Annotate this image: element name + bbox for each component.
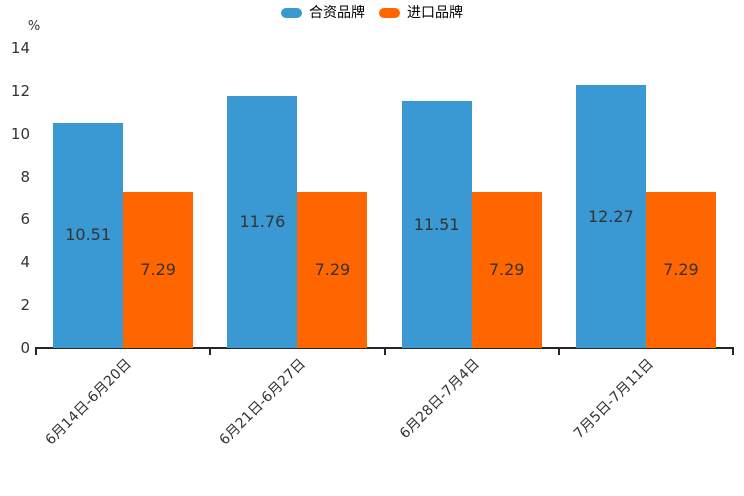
bar-value-label: 7.29 (314, 259, 351, 279)
bar[interactable] (297, 191, 368, 348)
legend-item[interactable]: 进口品牌 (379, 4, 463, 22)
legend: 合资品牌 进口品牌 (0, 4, 744, 22)
y-tick-label: 14 (10, 39, 30, 57)
y-tick-label: 0 (20, 339, 30, 357)
bar[interactable] (645, 191, 716, 348)
bar[interactable] (471, 191, 542, 348)
y-tick-label: 8 (20, 167, 30, 186)
x-tick-mark (732, 347, 734, 355)
x-tick-label: 6月21日-6月27日 (216, 356, 309, 449)
y-tick-label: 4 (20, 253, 30, 272)
bar-value-label: 7.29 (140, 259, 176, 279)
x-tick-mark (383, 347, 386, 355)
y-tick-label: 6 (20, 210, 30, 229)
bar-value-label: 12.27 (587, 206, 634, 226)
bar-value-label: 11.76 (239, 212, 286, 231)
x-tick-label: 6月14日-6月20日 (42, 356, 135, 449)
x-tick-mark (209, 347, 212, 355)
y-axis-unit-label: % (27, 19, 41, 34)
bar-value-label: 7.29 (663, 259, 699, 279)
x-tick-mark (35, 347, 37, 355)
bar[interactable] (575, 85, 646, 348)
bar-value-label: 7.29 (488, 259, 525, 279)
legend-label: 进口品牌 (407, 5, 463, 21)
legend-item[interactable]: 合资品牌 (281, 4, 365, 22)
bar[interactable] (53, 122, 124, 348)
x-tick-label: 6月28日-7月4日 (396, 356, 483, 442)
x-tick-label: 7月5日-7月11日 (571, 356, 658, 442)
bar-value-label: 11.51 (413, 214, 460, 234)
y-tick-label: 12 (10, 81, 30, 100)
bar[interactable] (123, 191, 194, 348)
legend-label: 合资品牌 (309, 5, 365, 21)
y-tick-label: 10 (10, 124, 30, 143)
bar[interactable] (227, 96, 298, 348)
bar[interactable] (401, 101, 472, 348)
x-tick-mark (557, 347, 560, 355)
y-tick-label: 2 (20, 296, 30, 315)
bar-value-label: 10.51 (65, 225, 112, 245)
legend-swatch-icon (379, 8, 400, 18)
legend-swatch-icon (281, 8, 302, 18)
